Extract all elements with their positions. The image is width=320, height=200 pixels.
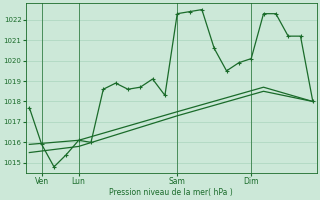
X-axis label: Pression niveau de la mer( hPa ): Pression niveau de la mer( hPa ) bbox=[109, 188, 233, 197]
